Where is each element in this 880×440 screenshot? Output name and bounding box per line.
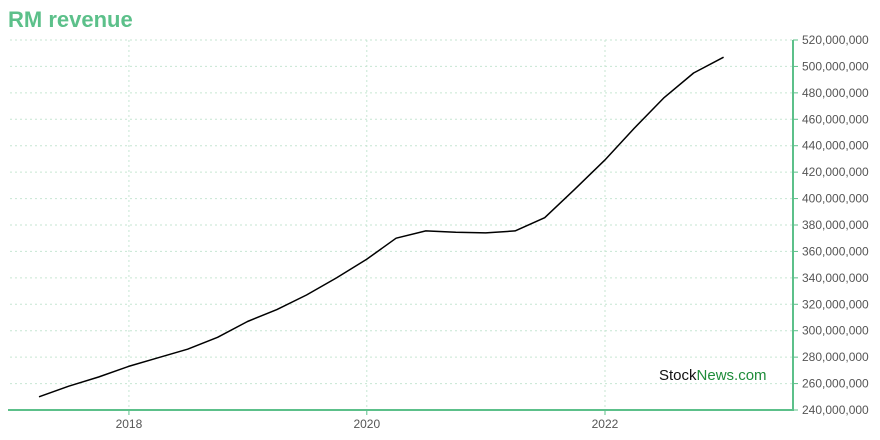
y-tick-label: 420,000,000 — [802, 165, 869, 179]
y-tick-label: 320,000,000 — [802, 297, 869, 311]
y-tick-label: 260,000,000 — [802, 377, 869, 391]
tick-labels: 240,000,000 260,000,000 280,000,000 300,000… — [116, 33, 869, 431]
y-tick-label: 520,000,000 — [802, 33, 869, 47]
y-tick-label: 280,000,000 — [802, 350, 869, 364]
watermark-news: News — [697, 367, 735, 384]
y-tick-label: 380,000,000 — [802, 218, 869, 232]
series-group — [38, 56, 724, 398]
y-tick-label: 440,000,000 — [802, 139, 869, 153]
chart-title: RM revenue — [8, 7, 133, 32]
y-tick-label: 480,000,000 — [802, 86, 869, 100]
axes — [8, 39, 798, 415]
y-tick-label: 400,000,000 — [802, 192, 869, 206]
x-tick-label: 2020 — [353, 417, 380, 431]
x-tick-label: 2022 — [592, 417, 619, 431]
x-tick-label: 2018 — [116, 417, 143, 431]
y-tick-label: 460,000,000 — [802, 112, 869, 126]
watermark-com: .com — [734, 367, 767, 384]
watermark-stock: Stock — [659, 367, 697, 384]
y-tick-label: 360,000,000 — [802, 244, 869, 258]
y-tick-label: 240,000,000 — [802, 403, 869, 417]
y-tick-label: 340,000,000 — [802, 271, 869, 285]
grid-lines — [10, 39, 793, 411]
y-tick-label: 500,000,000 — [802, 59, 869, 73]
series-line — [38, 56, 724, 398]
y-tick-label: 300,000,000 — [802, 324, 869, 338]
watermark: StockNews.com — [659, 367, 767, 384]
